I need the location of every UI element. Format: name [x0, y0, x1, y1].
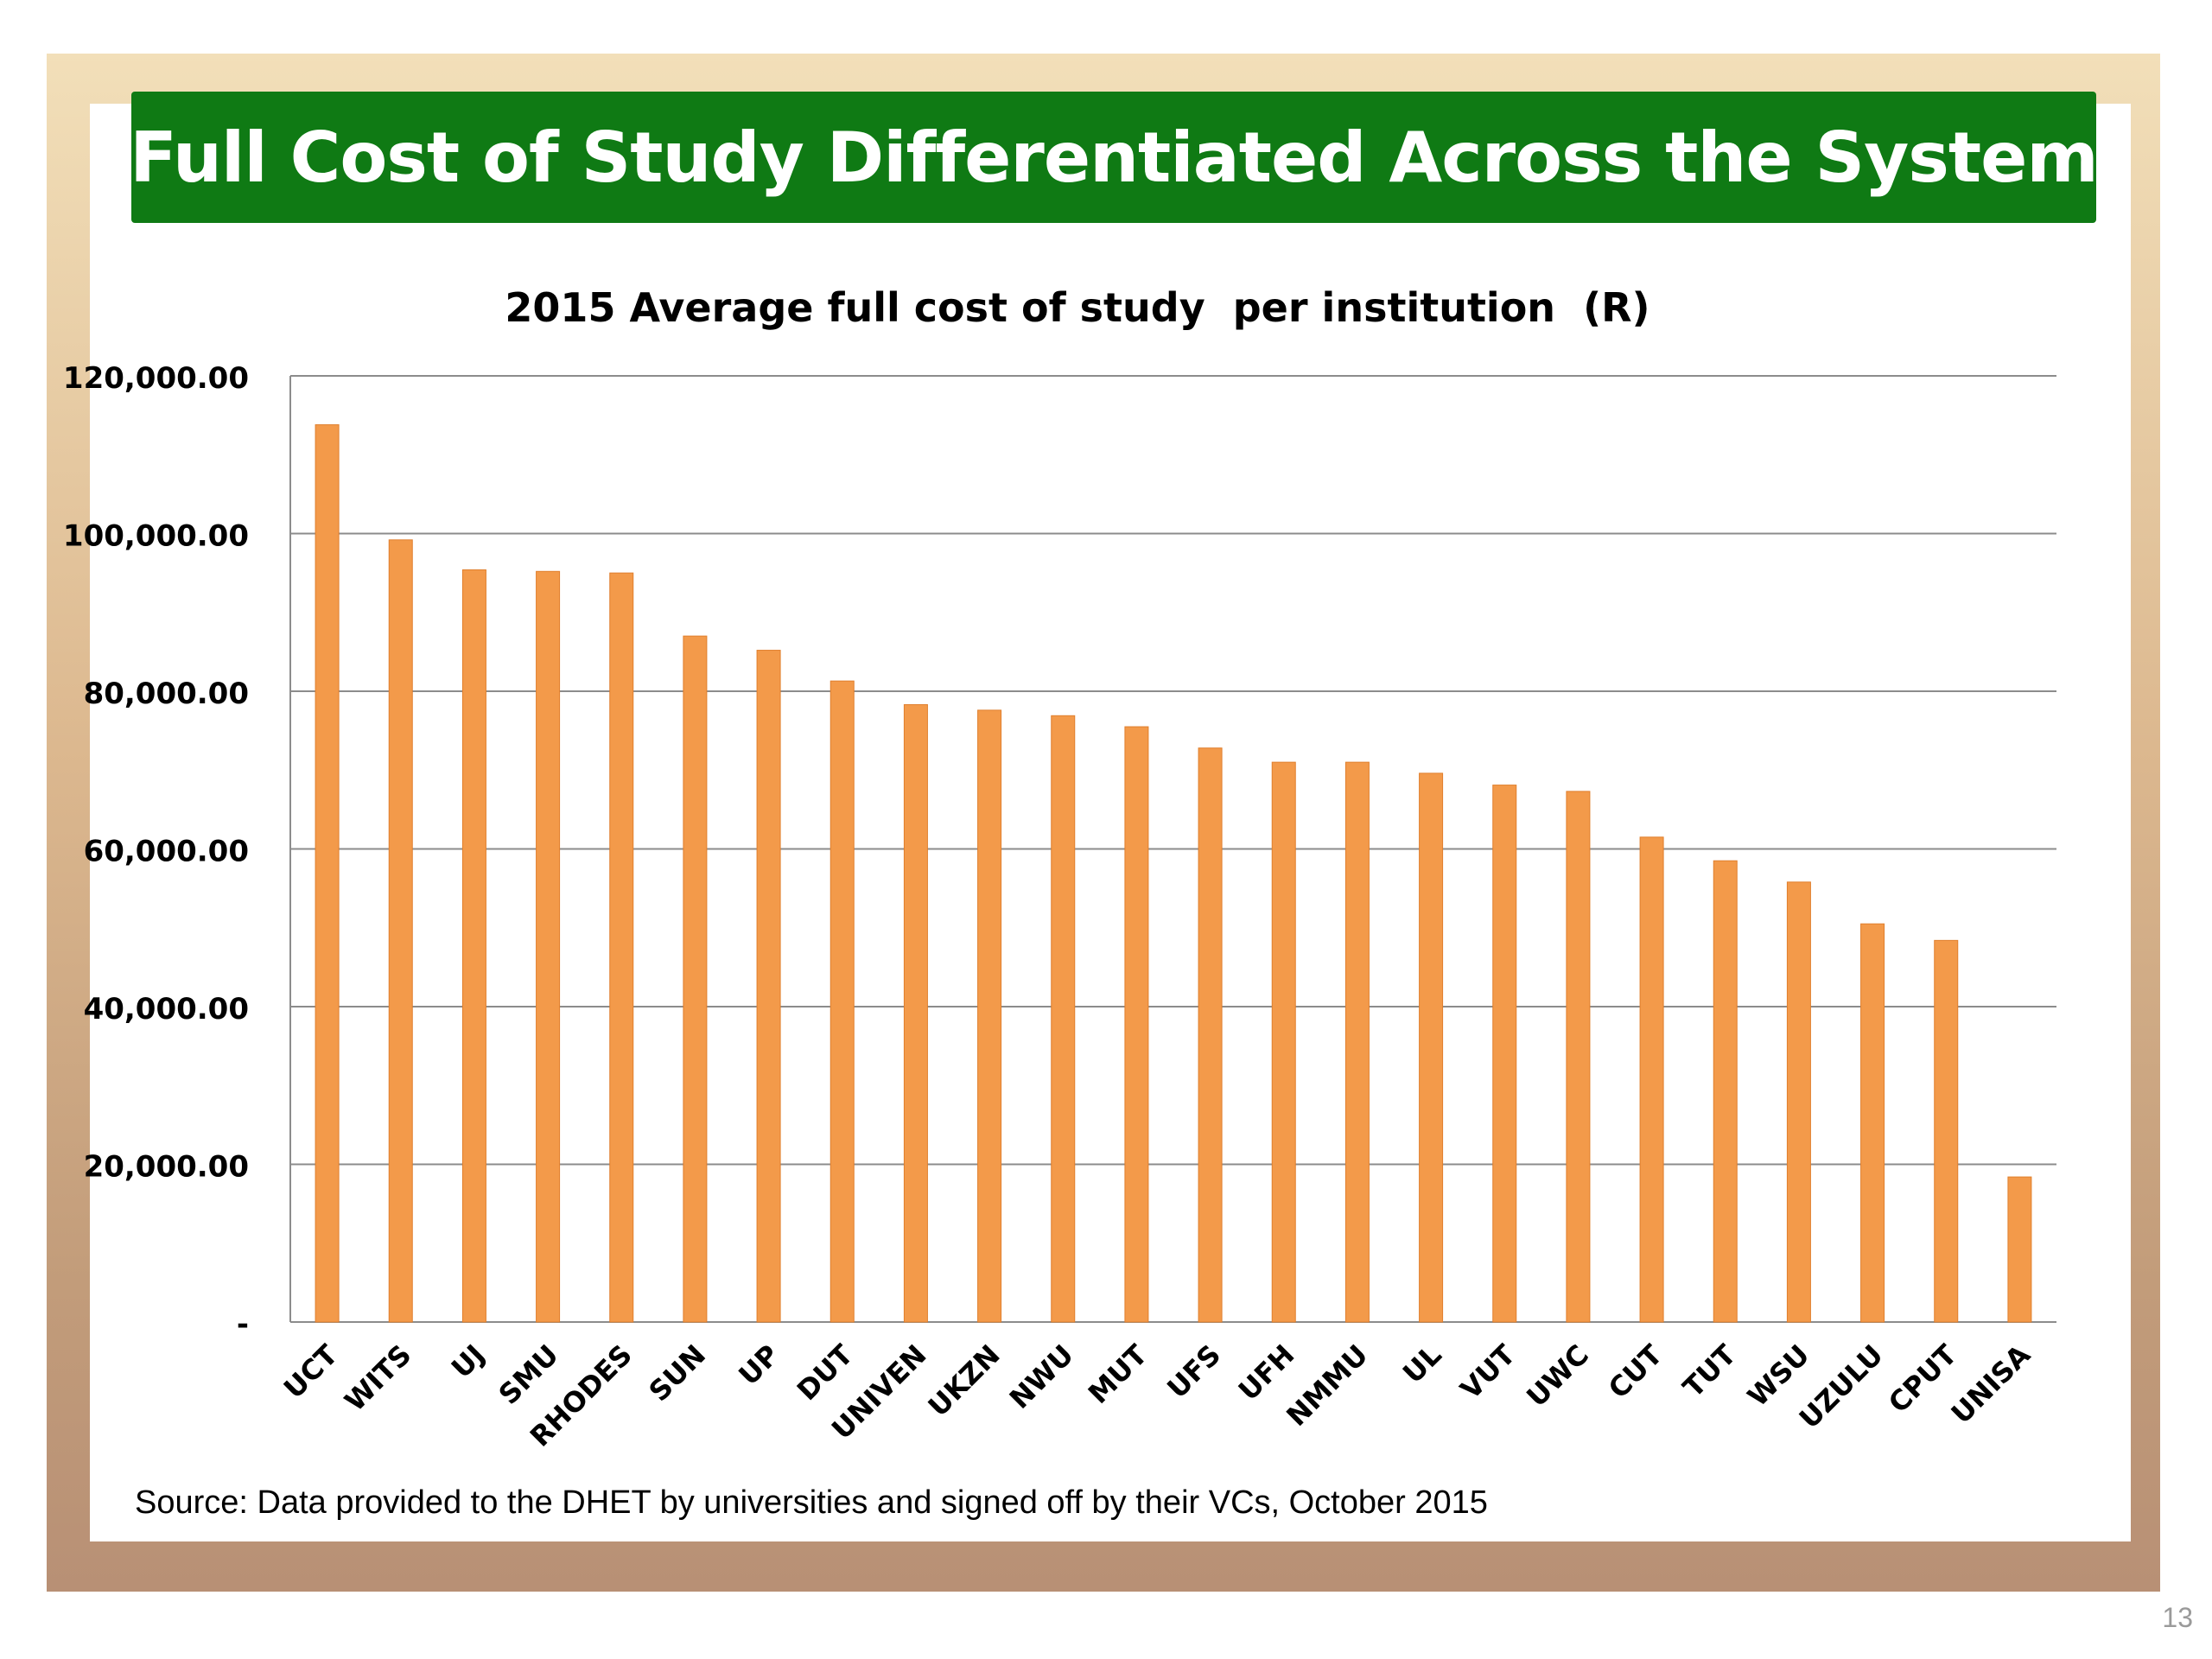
bar — [1860, 923, 1885, 1323]
x-tick-label: NWU — [1003, 1338, 1080, 1415]
bar — [1051, 715, 1076, 1323]
bars — [315, 424, 2032, 1323]
bar — [1639, 836, 1664, 1323]
bar — [830, 680, 855, 1323]
x-tick-label: CUT — [1602, 1338, 1669, 1405]
x-tick-label: UP — [732, 1338, 785, 1392]
y-tick-label: 40,000.00 — [84, 992, 249, 1027]
x-tick-label: UWC — [1520, 1338, 1595, 1414]
x-tick-label: UKZN — [922, 1338, 1007, 1423]
bar — [977, 709, 1002, 1323]
bar — [1124, 726, 1149, 1323]
bar — [1713, 860, 1738, 1323]
x-tick-label: UJ — [445, 1338, 492, 1385]
x-tick-label: DUT — [791, 1338, 860, 1408]
bar — [1271, 761, 1296, 1323]
bar — [903, 704, 928, 1323]
gridlines — [289, 375, 2056, 1323]
page-number: 13 — [2162, 1602, 2193, 1633]
bar — [315, 424, 340, 1323]
bar — [756, 650, 781, 1323]
y-tick-label: - — [237, 1307, 249, 1342]
x-tick-label: UFH — [1232, 1338, 1301, 1408]
bar — [683, 635, 708, 1323]
y-tick-label: 100,000.00 — [63, 519, 249, 554]
x-tick-label: SUN — [643, 1338, 712, 1408]
bar — [1492, 785, 1517, 1323]
y-tick-label: 80,000.00 — [84, 677, 249, 711]
x-tick-label: UFS — [1160, 1338, 1227, 1405]
bar — [1934, 939, 1959, 1323]
chart-title: 2015 Average full cost of study per inst… — [505, 284, 1649, 331]
x-tick-label: UNISA — [1945, 1338, 2037, 1431]
bar — [536, 570, 561, 1323]
y-tick-label: 120,000.00 — [63, 361, 249, 396]
title-banner: Full Cost of Study Differentiated Across… — [130, 92, 2099, 223]
bar — [1344, 761, 1370, 1323]
slide-title: Full Cost of Study Differentiated Across… — [130, 117, 2098, 198]
bar — [1786, 881, 1811, 1323]
x-tick-label: MUT — [1082, 1338, 1154, 1410]
bar — [1566, 791, 1591, 1323]
x-tick-label: NMMU — [1280, 1338, 1374, 1433]
x-tick-label: UL — [1396, 1338, 1448, 1390]
x-tick-label: VUT — [1454, 1338, 1522, 1406]
bar — [388, 539, 413, 1323]
bar — [461, 569, 486, 1323]
x-tick-label: UCT — [277, 1338, 344, 1405]
bar — [609, 572, 634, 1323]
bar — [1198, 747, 1223, 1323]
bar — [1419, 772, 1444, 1323]
x-tick-label: TUT — [1676, 1338, 1742, 1404]
y-tick-label: 60,000.00 — [84, 835, 249, 869]
y-tick-label: 20,000.00 — [84, 1150, 249, 1185]
bar — [2007, 1176, 2032, 1323]
x-tick-label: WITS — [338, 1338, 417, 1418]
source-note: Source: Data provided to the DHET by uni… — [135, 1484, 1488, 1521]
x-tick-label: UZULU — [1793, 1338, 1890, 1435]
y-axis: - 20,000.00 40,000.00 60,000.00 80,000.00 100… — [63, 361, 249, 1342]
